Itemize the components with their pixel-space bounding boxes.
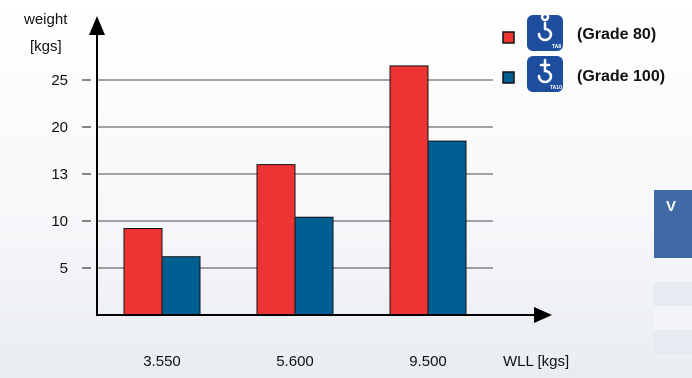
y-axis-title-line-1: weight <box>23 11 68 28</box>
bar-grade-100 <box>427 140 467 316</box>
y-tick-label: 25 <box>51 72 68 89</box>
bar-grade-80 <box>123 228 163 316</box>
y-tick-label: 13 <box>51 166 68 183</box>
bars <box>123 65 467 316</box>
lifting-hook-icon: TA10 <box>527 56 563 92</box>
legend-label-grade-80: (Grade 80) <box>577 26 656 43</box>
x-tick-label: 9.500 <box>409 353 447 370</box>
icon-sub-label: TA10 <box>550 85 562 91</box>
x-axis-title: WLL [kgs] <box>503 353 569 370</box>
legend: TA8 (Grade 80) TA10 (Grade 100) <box>502 12 665 92</box>
y-tick-label: 10 <box>51 213 68 230</box>
y-tick-label: 5 <box>60 260 68 277</box>
legend-swatch-grade-80 <box>502 31 515 44</box>
lifting-hook-icon: TA8 <box>527 12 563 51</box>
table-row <box>654 258 692 282</box>
tick-labels: 5 10 13 20 25 3.550 5.600 9.500 <box>51 72 446 370</box>
legend-swatch-grade-100 <box>502 71 515 84</box>
axes <box>89 16 552 323</box>
table-row <box>654 282 692 306</box>
y-axis-title-line-2: [kgs] <box>30 38 62 55</box>
table-row <box>654 306 692 330</box>
table-header: V <box>654 190 692 258</box>
x-axis-arrow <box>534 307 552 323</box>
data-table-fragment: V <box>654 190 692 378</box>
bar-grade-100 <box>161 256 201 316</box>
y-axis-arrow <box>89 16 105 35</box>
bar-grade-80 <box>256 164 296 316</box>
x-tick-label: 5.600 <box>276 353 314 370</box>
y-tick-label: 20 <box>51 119 68 136</box>
table-row <box>654 330 692 354</box>
legend-label-grade-100: (Grade 100) <box>577 68 665 85</box>
bar-grade-80 <box>389 65 429 316</box>
x-tick-label: 3.550 <box>143 353 181 370</box>
bar-grade-100 <box>294 216 334 316</box>
icon-sub-label: TA8 <box>552 44 561 50</box>
